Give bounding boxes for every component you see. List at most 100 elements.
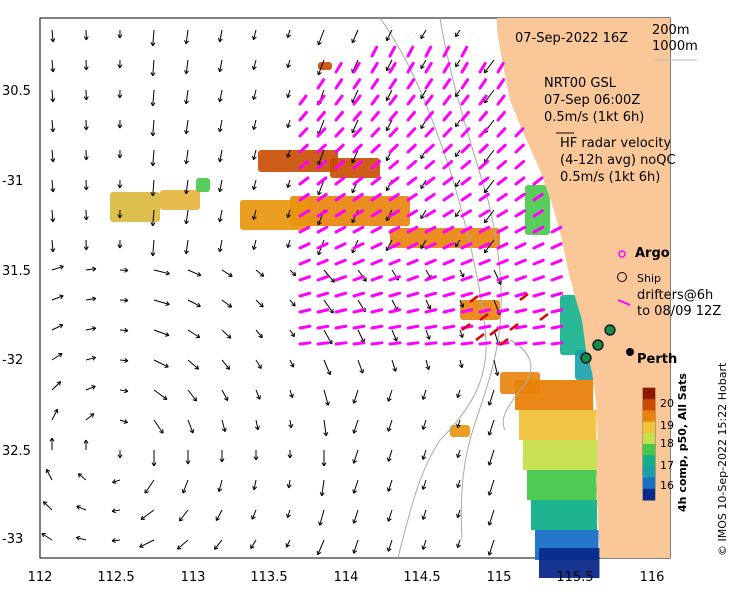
radar-arrow [316,308,330,314]
radar-arrow [442,61,451,74]
model-arrow [385,59,393,72]
radar-arrow [388,143,399,154]
model-arrow [255,329,263,339]
radar-arrow [496,209,509,218]
radar-arrow [460,225,473,234]
model-arrow [352,419,359,434]
model-arrow [85,326,97,332]
model-arrow [483,59,495,74]
y-tick-label: -33 [2,532,24,547]
model-arrow [51,353,63,361]
model-arrow [456,479,461,488]
model-arrow [455,209,461,218]
radar-arrow [316,324,330,330]
model-arrow [323,419,329,437]
radar-arrow [316,209,329,218]
radar-arrow [424,308,438,314]
model-arrow [252,479,258,491]
radar-arrow [424,45,433,58]
radar-arrow [496,110,506,122]
model-arrow [85,355,97,361]
model-arrow [420,89,427,100]
radar-arrow [460,94,470,106]
radar-arrow [514,225,527,234]
model-arrow [386,479,393,492]
radar-arrow [406,78,416,90]
model-arrow [421,419,427,430]
model-arrow [83,209,89,221]
city-label-perth: Perth [637,352,678,367]
radar-arrow [478,275,491,282]
radar-arrow [388,110,398,122]
radar-arrow [352,341,366,346]
radar-arrow [424,242,437,250]
model-arrow [112,479,121,484]
y-tick-label: -31 [2,174,24,189]
model-arrow [181,479,189,494]
model-arrow [140,509,155,520]
model-arrow [319,479,325,497]
radar-arrow [370,94,380,106]
y-tick-label: 30.5 [2,84,31,99]
model-arrow [351,149,359,164]
model-arrow [251,149,257,161]
radar-arrow [352,176,364,186]
radar-arrow [460,291,474,298]
model-arrow [250,539,257,549]
radar-arrow [298,94,308,106]
model-arrow [221,389,229,402]
model-arrow [144,479,155,494]
radar-arrow [424,324,438,330]
model-arrow [386,509,393,522]
model-arrow [286,59,291,69]
radar-arrow [388,78,398,90]
colorbar [642,387,656,501]
model-arrow [85,385,96,391]
radar-arrow [388,127,399,138]
isobath-200m [379,17,487,559]
radar-arrow [388,225,401,234]
radar-arrow [460,192,472,202]
radar-arrow [442,275,455,282]
radar-arrow [406,324,420,330]
radar-arrow [514,127,525,138]
model-arrow [111,538,121,544]
model-arrow [221,359,231,370]
model-arrow [487,539,495,556]
model-label-3: 0.5m/s (1kt 6h) [544,110,645,125]
model-arrow [286,209,291,219]
radar-arrow [550,275,563,282]
model-arrow [51,294,64,301]
radar-arrow [316,192,328,202]
radar-arrow [334,209,347,218]
model-arrow [217,479,223,492]
model-arrow [287,450,293,459]
model-arrow [321,450,327,467]
model-arrow [184,59,189,75]
model-arrow [117,59,123,69]
radar-arrow [496,78,506,90]
model-arrow [217,179,223,193]
radar-arrow [460,176,472,186]
isobath-label-1000m: 1000m [652,39,698,54]
model-arrow [289,269,297,277]
radar-arrow [496,242,509,250]
model-arrow [420,29,427,40]
radar-label-3: 0.5m/s (1kt 6h) [560,170,661,185]
radar-arrow [406,160,418,170]
drifter-arrow [539,313,549,321]
radar-arrow [334,308,348,314]
radar-arrow [442,94,452,106]
radar-arrow [478,291,492,298]
model-arrow [117,89,123,99]
radar-arrow [388,324,402,330]
radar-arrow [406,45,415,58]
model-arrow [153,329,170,337]
radar-arrow [460,61,469,74]
radar-arrow [514,324,528,330]
radar-arrow [532,324,546,330]
radar-arrow [334,110,344,122]
radar-arrow [496,192,508,202]
radar-arrow [334,324,348,330]
radar-arrow [352,61,361,74]
